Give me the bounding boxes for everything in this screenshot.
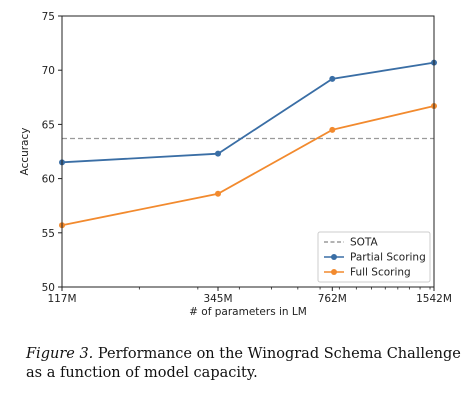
ticks-group: 50 55 60 65 70 75 117M 345M 762M 1542M (42, 11, 452, 305)
caption-label: Figure 3. (26, 346, 94, 362)
legend-marker-2 (331, 269, 337, 275)
series-line-0 (61, 61, 435, 164)
caption-text: Performance on the Winograd Schema Chall… (26, 346, 461, 381)
x-tick-label-1: 345M (203, 293, 232, 305)
y-tick-label-2: 60 (42, 174, 55, 186)
data-point-0-2 (329, 75, 336, 82)
data-point-1-2 (329, 126, 336, 133)
data-point-1-1 (214, 190, 221, 197)
legend-label-2: Full Scoring (350, 267, 411, 279)
legend: SOTA Partial Scoring Full Scoring (317, 231, 431, 283)
axis-labels-group: # of parameters in LM Accuracy (19, 128, 307, 318)
y-tick-label-1: 55 (42, 228, 55, 240)
legend-label-0: SOTA (350, 237, 379, 249)
series-group (59, 59, 437, 229)
y-axis-label: Accuracy (19, 128, 31, 176)
y-tick-label-4: 70 (42, 65, 55, 77)
x-tick-label-2: 762M (318, 293, 347, 305)
chart-svg: 50 55 60 65 70 75 117M 345M 762M 1542M # of param… (19, 11, 452, 318)
figure-caption: Figure 3. Performance on the Winograd Sc… (26, 345, 466, 383)
legend-label-1: Partial Scoring (350, 252, 426, 264)
y-tick-label-5: 75 (42, 11, 55, 23)
x-tick-label-0: 117M (47, 293, 76, 305)
x-axis-label: # of parameters in LM (189, 306, 307, 318)
plot-frame (61, 15, 435, 288)
plot-frame-group (61, 15, 435, 288)
series-line-1 (61, 105, 435, 227)
legend-marker-1 (331, 254, 337, 260)
data-point-0-1 (214, 150, 221, 157)
y-tick-label-3: 65 (42, 119, 55, 131)
legend-box (317, 231, 431, 283)
y-tick-label-0: 50 (42, 282, 55, 294)
chart: 50 55 60 65 70 75 117M 345M 762M 1542M # of param… (19, 11, 452, 318)
x-tick-label-3: 1542M (416, 293, 452, 305)
